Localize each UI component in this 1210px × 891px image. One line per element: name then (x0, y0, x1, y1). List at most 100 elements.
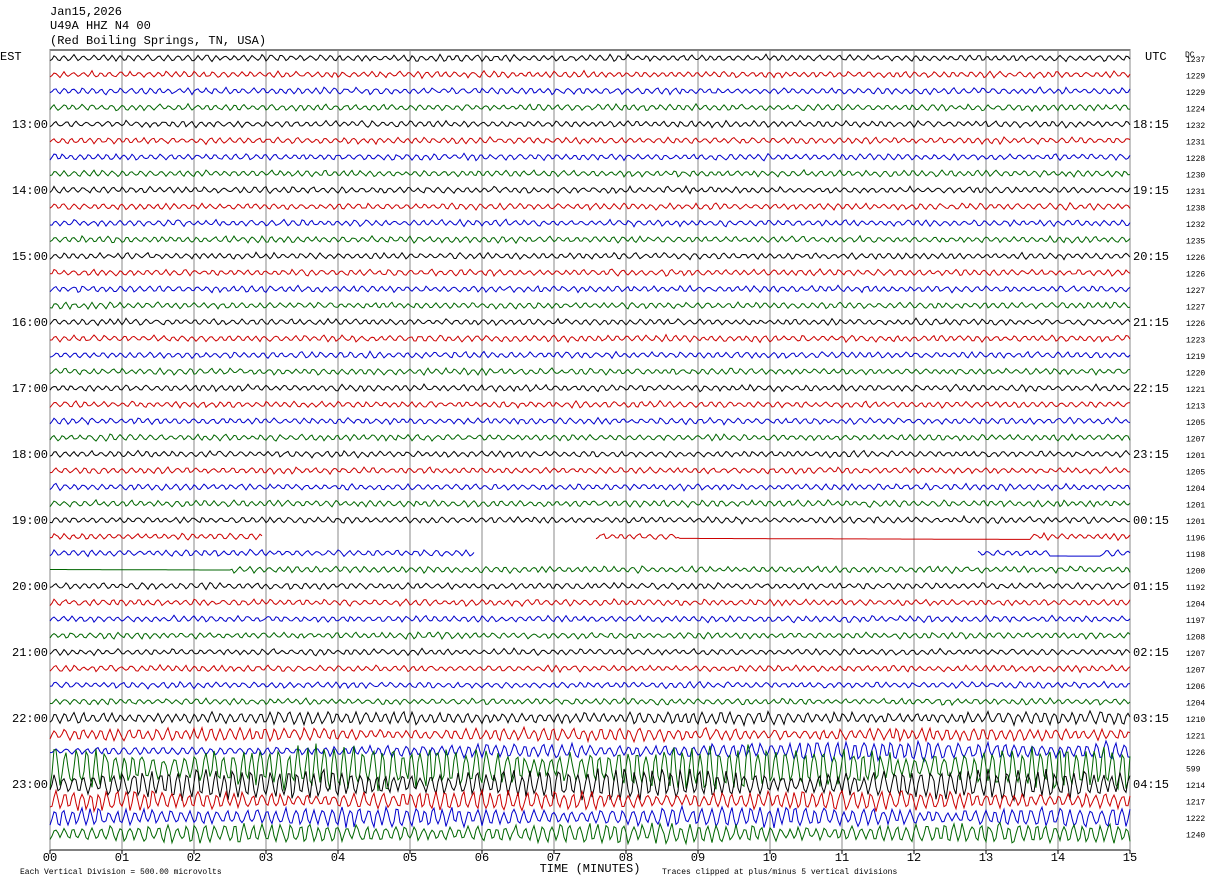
dc-value: 1226 (1186, 254, 1205, 263)
trace (49, 498, 1131, 509)
utc-label: 21:15 (1133, 316, 1169, 330)
dc-value: 1235 (1186, 238, 1205, 247)
trace (49, 598, 1131, 608)
est-label: 22:00 (12, 712, 48, 726)
trace (49, 218, 1131, 228)
trace (49, 185, 1131, 195)
dc-value: 1221 (1186, 386, 1205, 395)
dc-value: 1226 (1186, 320, 1205, 329)
dc-value: 1201 (1186, 518, 1205, 527)
utc-label: 04:15 (1133, 778, 1169, 792)
utc-label: 00:15 (1133, 514, 1169, 528)
est-label: 16:00 (12, 316, 48, 330)
x-axis-title: TIME (MINUTES) (540, 862, 641, 876)
trace (49, 482, 1131, 492)
utc-label: 03:15 (1133, 712, 1169, 726)
dc-value: 1204 (1186, 485, 1205, 494)
utc-label: 19:15 (1133, 184, 1169, 198)
dc-value: 1237 (1186, 56, 1205, 65)
x-tick-label: 08 (619, 851, 633, 865)
trace (49, 739, 1131, 763)
trace (49, 301, 1131, 311)
utc-label: 22:15 (1133, 382, 1169, 396)
trace (49, 251, 1131, 261)
utc-label: 18:15 (1133, 118, 1169, 132)
trace (49, 383, 1131, 393)
x-tick-label: 01 (115, 851, 129, 865)
x-tick-label: 10 (763, 851, 777, 865)
trace (49, 768, 1131, 803)
x-tick-label: 00 (43, 851, 57, 865)
x-tick-label: 03 (259, 851, 273, 865)
date: Jan15,2026 (50, 5, 122, 19)
x-tick-label: 09 (691, 851, 705, 865)
utc-label: 01:15 (1133, 580, 1169, 594)
utc-label: 23:15 (1133, 448, 1169, 462)
x-tick-label: 05 (403, 851, 417, 865)
x-tick-label: 02 (187, 851, 201, 865)
trace (50, 565, 1131, 575)
trace (49, 416, 1131, 426)
dc-value: 1229 (1186, 73, 1205, 82)
x-tick-label: 04 (331, 851, 345, 865)
dc-value: 1201 (1186, 452, 1205, 461)
right-title: UTC (1145, 50, 1167, 64)
clip-note: Traces clipped at plus/minus 5 vertical … (662, 868, 897, 877)
dc-value: 1207 (1186, 650, 1205, 659)
trace (49, 201, 1131, 211)
dc-value: 1204 (1186, 700, 1205, 709)
x-tick-label: 13 (979, 851, 993, 865)
x-tick-label: 07 (547, 851, 561, 865)
dc-value: 1207 (1186, 436, 1205, 445)
dc-value: 1217 (1186, 799, 1205, 808)
dc-value: 1223 (1186, 337, 1205, 346)
trace (49, 234, 1131, 245)
dc-value: 1227 (1186, 287, 1205, 296)
dc-value: 1210 (1186, 716, 1205, 725)
x-tick-label: 11 (835, 851, 849, 865)
scale-note: Each Vertical Division = 500.00 microvol… (20, 868, 222, 877)
dc-value: 1196 (1186, 535, 1205, 544)
trace (49, 548, 1131, 558)
trace (49, 631, 1131, 641)
dc-value: 1207 (1186, 667, 1205, 676)
trace (49, 680, 1131, 690)
trace (49, 821, 1131, 846)
trace (49, 317, 1131, 327)
dc-value: 1232 (1186, 122, 1205, 131)
dc-value: 1228 (1186, 155, 1205, 164)
dc-value: 1238 (1186, 205, 1205, 214)
dc-value: 1219 (1186, 353, 1205, 362)
dc-value: 1240 (1186, 832, 1205, 841)
trace (49, 709, 1131, 727)
trace (49, 350, 1131, 360)
est-label: 15:00 (12, 250, 48, 264)
trace (49, 136, 1131, 146)
trace (49, 449, 1131, 459)
trace (49, 102, 1131, 113)
dc-value: 1208 (1186, 634, 1205, 643)
trace (49, 152, 1131, 162)
trace (49, 333, 1131, 344)
dc-value: 1226 (1186, 749, 1205, 758)
dc-value: 1197 (1186, 617, 1205, 626)
dc-value: 1232 (1186, 221, 1205, 230)
est-label: 14:00 (12, 184, 48, 198)
dc-value: 1214 (1186, 782, 1205, 791)
trace (49, 268, 1131, 277)
dc-value: 1205 (1186, 469, 1205, 478)
dc-value: 1231 (1186, 139, 1205, 148)
dc-value: 1229 (1186, 89, 1205, 98)
dc-value: 1227 (1186, 304, 1205, 313)
trace (49, 284, 1131, 294)
location: (Red Boiling Springs, TN, USA) (50, 34, 266, 48)
dc-value: 1198 (1186, 551, 1205, 560)
x-tick-label: 12 (907, 851, 921, 865)
est-label: 20:00 (12, 580, 48, 594)
utc-label: 02:15 (1133, 646, 1169, 660)
trace (49, 663, 1131, 674)
trace (49, 725, 1131, 744)
x-tick-label: 06 (475, 851, 489, 865)
dc-value: 1224 (1186, 106, 1205, 115)
